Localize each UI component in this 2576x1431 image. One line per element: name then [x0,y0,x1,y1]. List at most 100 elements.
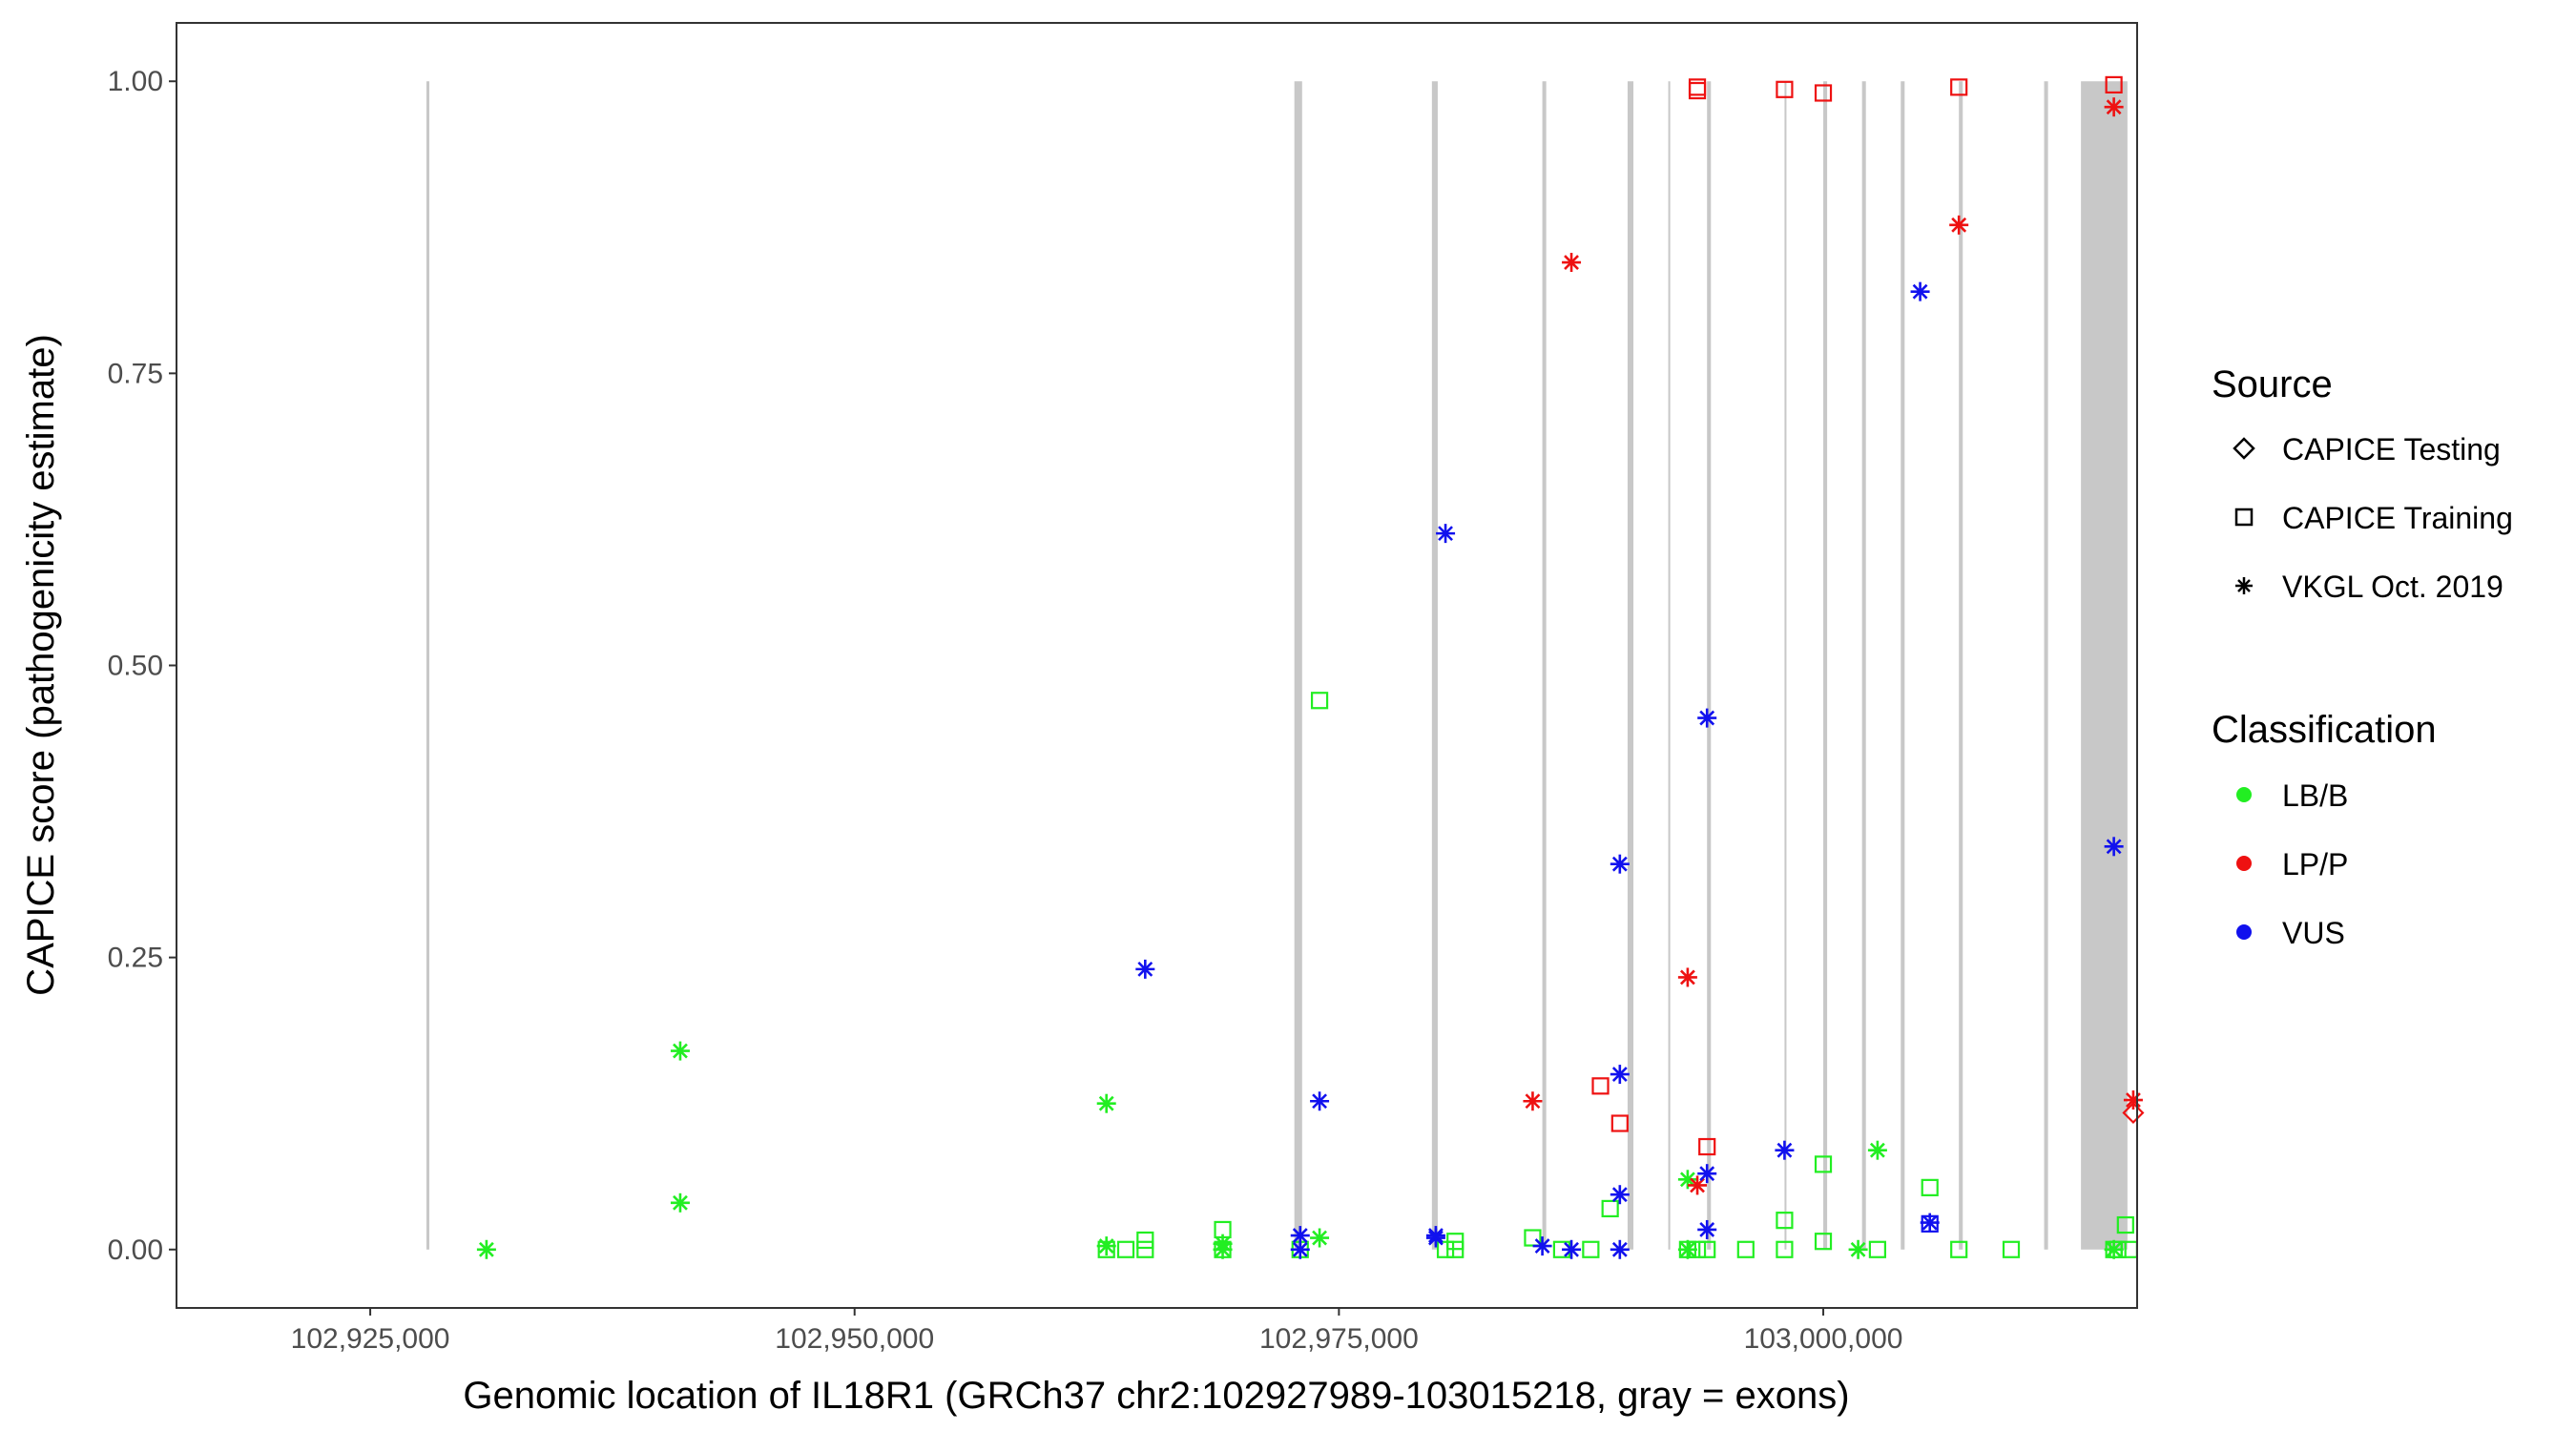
y-tick-label: 0.25 [108,943,163,974]
y-tick-label: 0.00 [108,1234,163,1266]
data-point-square [1678,1240,1696,1258]
blue-dot-icon [2236,924,2252,940]
legend-class-lbb: LB/B [2236,778,2348,813]
data-point-square [1736,1240,1755,1258]
data-point-asterisk [1562,253,1582,273]
legend-source-vkgl: VKGL Oct. 2019 [2235,570,2503,604]
axes: 0.00 0.25 0.50 0.75 1.00 102,925,000 102,950,0… [108,66,1903,1355]
data-point-square [1814,84,1833,102]
data-point-asterisk [1910,281,1930,301]
data-point-asterisk [670,1192,690,1213]
x-tick-label: 103,000,000 [1744,1323,1903,1355]
data-point-square [1776,1240,1794,1258]
legend-class-vus-label: VUS [2282,916,2345,950]
y-tick-label: 0.75 [108,358,163,389]
x-tick-label: 102,950,000 [775,1323,934,1355]
data-point-square [1921,1214,1939,1233]
data-point-square [1610,1114,1629,1132]
diamond-icon [2233,437,2255,460]
exon-band [426,81,429,1250]
data-point-square [1591,1077,1610,1095]
data-point-diamond [2122,1101,2145,1125]
data-point-asterisk [1290,1226,1310,1246]
exon-band [1959,81,1963,1250]
data-point-asterisk [1688,1175,1708,1195]
x-axis-title: Genomic location of IL18R1 (GRCh37 chr2:… [463,1375,1849,1417]
data-point-square [1688,1240,1707,1258]
data-point-asterisk [476,1239,496,1259]
exon-band [1707,81,1712,1250]
data-point-asterisk [1677,1239,1697,1259]
asterisk-icon [2235,577,2253,594]
legend-class-vus: VUS [2236,916,2345,950]
data-point-asterisk [1697,1164,1717,1184]
legend-class-lbb-label: LB/B [2282,778,2348,813]
data-point-square [1097,1240,1115,1258]
data-point-asterisk [1532,1236,1552,1256]
exon-band [1784,81,1787,1250]
data-point-square [1950,1240,1968,1258]
red-dot-icon [2236,856,2252,871]
data-point-asterisk [1610,854,1630,874]
data-point-square [1136,1240,1154,1258]
data-point-asterisk [1135,959,1155,979]
data-point-asterisk [1310,1091,1330,1111]
data-point-square [1136,1231,1154,1250]
data-point-square [1116,1240,1135,1258]
legend-source-training-label: CAPICE Training [2282,501,2513,535]
exon-band [1823,81,1828,1250]
data-point-square [1698,1137,1716,1156]
data-point-asterisk [1697,708,1717,728]
exon-band [1901,81,1905,1250]
data-point-square [1950,78,1968,96]
exon-band [1861,81,1866,1250]
y-axis-title: CAPICE score (pathogenicity estimate) [20,334,62,996]
data-point-asterisk [1096,1093,1116,1113]
data-point-asterisk [1697,1219,1717,1239]
exon-band [2081,81,2128,1250]
data-point-square [1214,1220,1232,1239]
data-point-square [1814,1233,1833,1251]
exon-band [1294,81,1302,1250]
x-tick-label: 102,925,000 [291,1323,450,1355]
data-points [476,75,2145,1259]
data-point-square [1310,692,1329,710]
y-tick-label: 1.00 [108,66,163,97]
data-point-asterisk [2123,1090,2143,1110]
legend-source-testing: CAPICE Testing [2233,432,2501,467]
data-point-square [1814,1155,1833,1173]
data-point-square [1921,1178,1939,1196]
legend-source-training: CAPICE Training [2234,501,2513,535]
data-point-square [1776,80,1794,98]
legend: Source CAPICE Testing CAPICE Training VK… [2212,363,2513,950]
data-point-square [1446,1240,1465,1258]
data-point-asterisk [2104,97,2124,117]
y-tick-label: 0.50 [108,651,163,682]
exon-band [1668,81,1671,1250]
exon-band [1431,81,1438,1250]
data-point-asterisk [2104,837,2124,857]
data-point-asterisk [1677,1170,1697,1190]
legend-class-lpp: LP/P [2236,847,2348,881]
legend-source-vkgl-label: VKGL Oct. 2019 [2282,570,2503,604]
data-point-asterisk [1610,1239,1630,1259]
data-point-square [2109,1240,2127,1258]
data-point-square [2002,1240,2021,1258]
data-point-square [1688,78,1707,96]
data-point-asterisk [1775,1140,1795,1160]
data-point-square [2105,75,2123,94]
data-point-asterisk [1848,1239,1868,1259]
square-icon [2234,508,2254,527]
legend-source-title: Source [2212,363,2333,405]
legend-classification-title: Classification [2212,709,2437,751]
legend-class-lpp-label: LP/P [2282,847,2348,881]
data-point-asterisk [1610,1185,1630,1205]
data-point-square [2116,1215,2134,1234]
exon-bands [426,81,2128,1250]
data-point-square [1868,1240,1886,1258]
data-point-asterisk [1523,1091,1543,1111]
data-point-asterisk [1867,1140,1887,1160]
exon-band [1542,81,1547,1250]
